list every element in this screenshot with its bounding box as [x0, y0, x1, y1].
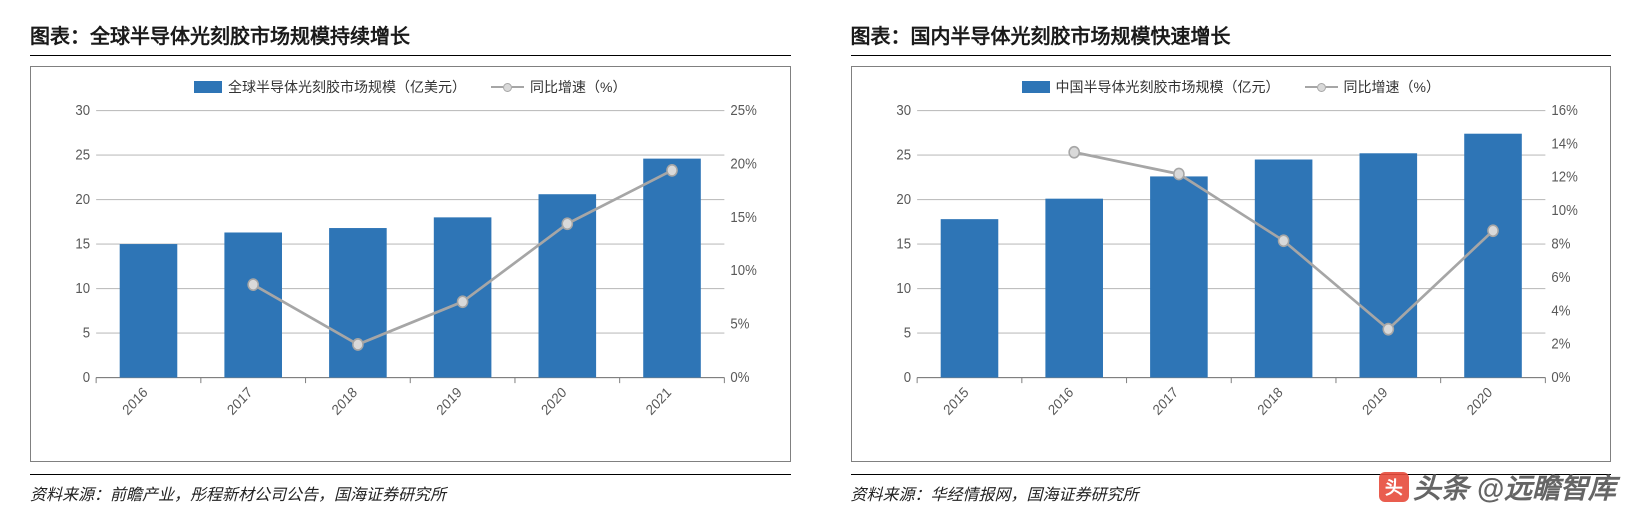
svg-text:2016: 2016	[1044, 383, 1076, 418]
watermark-text: 头条 @远瞻智库	[1413, 467, 1616, 507]
right-legend: 中国半导体光刻胶市场规模（亿元） 同比增速（%）	[852, 77, 1611, 97]
right-plot: 0510152025300%2%4%6%8%10%12%14%16%201520…	[907, 105, 1556, 461]
svg-text:2017: 2017	[224, 384, 255, 419]
watermark-icon: 头	[1379, 472, 1409, 502]
svg-text:15: 15	[75, 235, 90, 252]
left-plot: 0510152025300%5%10%15%20%25%201620172018…	[86, 105, 735, 461]
svg-text:2016: 2016	[119, 383, 151, 418]
svg-text:5: 5	[903, 324, 911, 341]
svg-text:0: 0	[83, 368, 91, 385]
line-swatch-icon	[491, 83, 524, 92]
svg-text:15%: 15%	[730, 208, 756, 225]
bar-swatch-icon	[194, 81, 222, 93]
svg-text:2017: 2017	[1149, 384, 1180, 419]
svg-text:14%: 14%	[1551, 135, 1577, 152]
svg-text:0: 0	[903, 368, 911, 385]
left-panel: 图表：全球半导体光刻胶市场规模持续增长 全球半导体光刻胶市场规模（亿美元） 同比…	[30, 20, 791, 505]
svg-text:15: 15	[896, 235, 911, 252]
svg-text:25: 25	[896, 146, 911, 163]
left-chart-area: 全球半导体光刻胶市场规模（亿美元） 同比增速（%） 0 5 10 15 20 25 30 0%…	[30, 66, 791, 462]
left-chart-title: 图表：全球半导体光刻胶市场规模持续增长	[30, 20, 791, 56]
left-source: 资料来源：前瞻产业，彤程新材公司公告，国海证券研究所	[30, 474, 791, 505]
right-legend-bar-label: 中国半导体光刻胶市场规模（亿元）	[1056, 77, 1280, 97]
svg-text:20: 20	[896, 190, 911, 207]
svg-text:8%: 8%	[1551, 235, 1570, 252]
svg-text:30: 30	[75, 101, 90, 118]
line-swatch-icon	[1305, 83, 1338, 92]
right-panel: 图表：国内半导体光刻胶市场规模快速增长 中国半导体光刻胶市场规模（亿元） 同比增…	[851, 20, 1612, 505]
right-legend-line-item: 同比增速（%）	[1305, 77, 1440, 97]
svg-text:10: 10	[896, 279, 911, 296]
svg-text:20: 20	[75, 190, 90, 207]
svg-text:30: 30	[896, 101, 911, 118]
svg-text:5%: 5%	[730, 315, 749, 332]
svg-text:2021: 2021	[643, 383, 675, 418]
svg-text:20%: 20%	[730, 155, 756, 172]
svg-text:0%: 0%	[730, 368, 749, 385]
svg-text:4%: 4%	[1551, 302, 1570, 319]
svg-text:2019: 2019	[433, 383, 465, 418]
svg-text:2020: 2020	[1463, 383, 1495, 418]
svg-text:0%: 0%	[1551, 368, 1570, 385]
svg-text:10%: 10%	[730, 262, 756, 279]
left-legend: 全球半导体光刻胶市场规模（亿美元） 同比增速（%）	[31, 77, 790, 97]
right-legend-line-label: 同比增速（%）	[1344, 77, 1440, 97]
right-chart-title: 图表：国内半导体光刻胶市场规模快速增长	[851, 20, 1612, 56]
left-legend-line-item: 同比增速（%）	[491, 77, 626, 97]
svg-text:10%: 10%	[1551, 202, 1577, 219]
svg-text:2018: 2018	[328, 383, 360, 418]
svg-text:16%: 16%	[1551, 101, 1577, 118]
watermark: 头 头条 @远瞻智库	[1379, 467, 1616, 507]
svg-text:12%: 12%	[1551, 168, 1577, 185]
left-legend-bar-item: 全球半导体光刻胶市场规模（亿美元）	[194, 77, 466, 97]
svg-text:10: 10	[75, 279, 90, 296]
svg-text:6%: 6%	[1551, 268, 1570, 285]
right-chart-area: 中国半导体光刻胶市场规模（亿元） 同比增速（%） 0510152025300%2…	[851, 66, 1612, 462]
svg-text:25: 25	[75, 146, 90, 163]
svg-text:2%: 2%	[1551, 335, 1570, 352]
left-legend-bar-label: 全球半导体光刻胶市场规模（亿美元）	[228, 77, 466, 97]
svg-text:2015: 2015	[940, 383, 972, 418]
bar-swatch-icon	[1022, 81, 1050, 93]
svg-text:2018: 2018	[1254, 383, 1286, 418]
svg-text:25%: 25%	[730, 101, 756, 118]
svg-text:2019: 2019	[1358, 383, 1390, 418]
container: 图表：全球半导体光刻胶市场规模持续增长 全球半导体光刻胶市场规模（亿美元） 同比…	[0, 0, 1641, 525]
left-legend-line-label: 同比增速（%）	[530, 77, 626, 97]
svg-text:2020: 2020	[538, 383, 570, 418]
svg-text:5: 5	[83, 324, 91, 341]
right-legend-bar-item: 中国半导体光刻胶市场规模（亿元）	[1022, 77, 1280, 97]
